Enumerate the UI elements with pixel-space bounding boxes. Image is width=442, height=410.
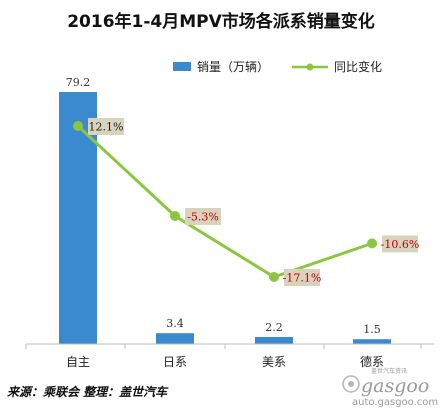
line-point-3: [367, 238, 377, 249]
line-layer: 12.1% -5.3% -17.1% -10.6%: [73, 118, 419, 286]
line-value-label-1: -5.3%: [187, 210, 219, 223]
line-value-label-3: -10.6%: [381, 238, 420, 251]
line-point-1: [170, 210, 180, 221]
bar-3: [353, 339, 391, 344]
bar-value-label-3: 1.5: [363, 323, 381, 336]
line-point-2: [269, 272, 279, 282]
bar-2: [255, 337, 293, 344]
watermark-small: 盖世汽车资讯: [371, 367, 407, 375]
legend: 销量（万辆） 同比变化: [173, 59, 382, 74]
line-label-box-0: [88, 118, 124, 135]
legend-line-label: 同比变化: [334, 59, 382, 74]
line-label-box-1: [185, 207, 221, 225]
x-tick-label-0: 自主: [66, 355, 90, 369]
bar-value-label-1: 3.4: [166, 317, 184, 330]
x-tick-label-3: 德系: [360, 354, 384, 369]
bar-value-label-2: 2.2: [265, 321, 283, 334]
bar-value-label-0: 79.2: [66, 76, 91, 89]
x-axis-ticks: [25, 344, 422, 349]
legend-bar-swatch: [173, 62, 191, 71]
line-label-box-2: [284, 269, 320, 286]
bars-layer: 79.2 3.4 2.2 1.5: [59, 76, 391, 344]
line-value-label-2: -17.1%: [283, 272, 322, 285]
watermark-name: gasgoo: [361, 375, 429, 397]
line-series: [76, 124, 373, 279]
chart-title: 2016年1-4月MPV市场各派系销量变化: [67, 11, 375, 32]
line-label-box-3: [382, 235, 418, 253]
line-value-label-0: 12.1%: [89, 121, 124, 134]
watermark-logo: 盖世汽车资讯 gasgoo auto.gasgoo.com: [342, 367, 438, 408]
x-tick-label-1: 日系: [163, 355, 187, 369]
legend-line-marker: [306, 63, 314, 71]
legend-bar-label: 销量（万辆）: [197, 60, 269, 74]
x-tick-label-2: 美系: [262, 355, 286, 369]
line-point-0: [73, 121, 83, 131]
source-note: 来源：乘联会 整理：盖世汽车: [7, 385, 169, 399]
bar-1: [156, 333, 194, 344]
watermark-url: auto.gasgoo.com: [352, 397, 438, 408]
x-axis-labels: 自主 日系 美系 德系: [66, 354, 384, 369]
